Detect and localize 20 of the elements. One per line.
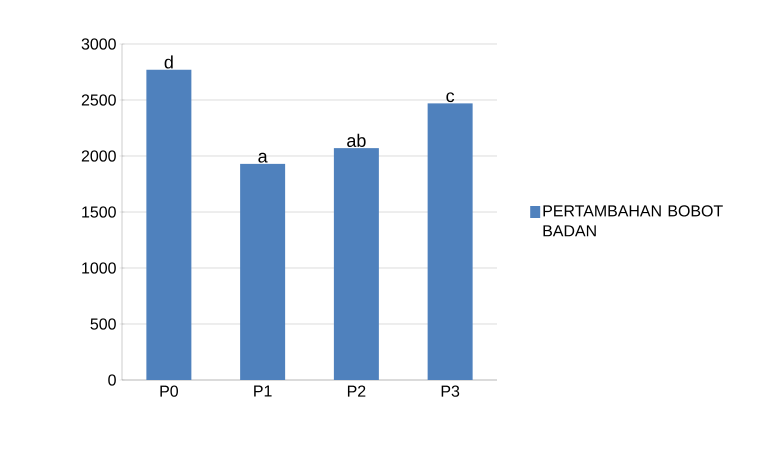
bar [334,148,379,380]
annotation: c [446,92,454,102]
y-tick-label: 2000 [82,150,116,162]
x-tick-label: P0 [160,386,178,397]
annotation: d [164,55,173,69]
legend-label: PERTAMBAHAN BOBOT BADAN [543,205,723,236]
y-tick-label: 3000 [82,38,116,50]
x-tick-label: P3 [442,386,460,397]
annotation: ab [347,134,366,147]
y-tick-label: 500 [90,318,116,330]
bar [428,103,473,380]
x-tick-label: P2 [348,386,366,397]
y-tick-label: 1500 [82,206,116,218]
y-tick-label: 1000 [82,262,116,274]
x-tick-label: P1 [254,386,272,396]
annotation: a [258,152,268,163]
bar [240,164,286,380]
bar [146,70,192,380]
y-tick-label: 2500 [82,94,116,106]
y-tick-label: 0 [108,374,116,386]
